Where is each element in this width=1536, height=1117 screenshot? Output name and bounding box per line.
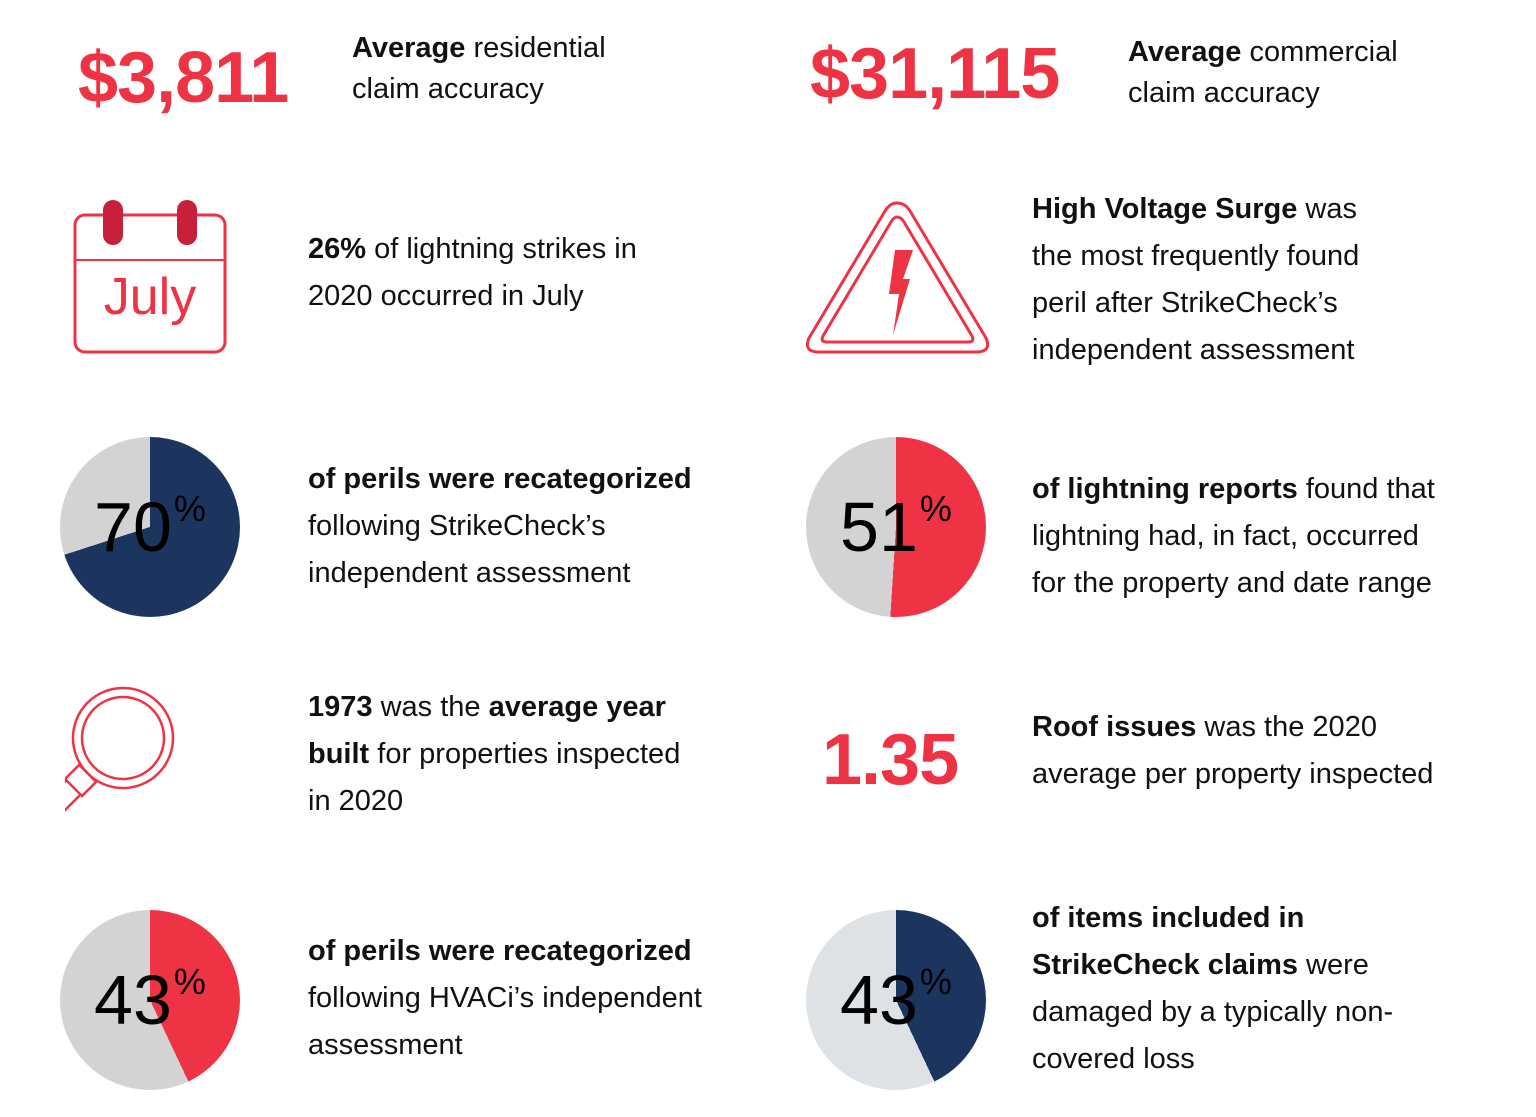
year-caption-bold2: average year [488,691,666,723]
roof-issues-caption: Roof issues was the 2020 average per pro… [1032,704,1433,798]
surge-caption-line2: the most frequently found [1032,240,1360,272]
pie-43-items-caption-bold2: StrikeCheck claims [1032,949,1298,981]
year-value: 1973 [308,691,373,723]
roof-issues-value: 1.35 [822,720,959,800]
pie-51-caption-line3: for the property and date range [1032,567,1432,599]
surge-caption-bold: High Voltage Surge [1032,193,1298,225]
percent-sign: % [919,961,952,1002]
commercial-caption-line2: claim accuracy [1128,77,1320,109]
surge-caption-line3: peril after StrikeCheck’s [1032,287,1338,319]
pie-chart-43-items: 43% [806,910,986,1090]
year-caption-mid: was the [372,691,489,723]
year-caption-line3: in 2020 [308,785,404,817]
pie-51-caption-line2: lightning had, in fact, occurred [1032,520,1419,552]
residential-caption-bold: Average [352,32,466,64]
pie-70-caption: of perils were recategorized following S… [308,456,692,597]
pie-70-caption-bold: of perils were recategorized [308,463,692,495]
roof-caption-bold: Roof issues [1032,711,1197,743]
pie-70-caption-line3: independent assessment [308,557,631,589]
calendar-icon: July [70,195,230,360]
magnifying-glass-icon [14,680,235,847]
residential-caption-rest: residential [465,32,606,64]
pie-51-label: 51% [806,437,986,617]
pie-51-caption-rest: found that [1297,473,1435,505]
pie-43-items-caption-line3: damaged by a typically non- [1032,996,1394,1028]
commercial-value: $31,115 [810,34,1060,114]
pie-43-hvaci-caption: of perils were recategorized following H… [308,928,702,1069]
residential-value: $3,811 [78,38,289,118]
year-built-caption: 1973 was the average year built for prop… [308,684,680,825]
residential-caption: Average residential claim accuracy [352,28,606,110]
pie-43-hvaci-caption-line3: assessment [308,1029,463,1061]
pie-43-items-label: 43% [806,910,986,1090]
pie-chart-51: 51% [806,437,986,617]
pie-51-caption: of lightning reports found that lightnin… [1032,466,1435,607]
july-caption: 26% of lightning strikes in 2020 occurre… [308,226,637,320]
july-caption-bold: 26% [308,233,367,265]
july-caption-line2: 2020 occurred in July [308,280,584,312]
surge-caption-line4: independent assessment [1032,334,1355,366]
pie-70-label: 70% [60,437,240,617]
year-caption-rest: for properties inspected [369,738,681,770]
high-voltage-warning-icon [800,195,995,360]
pie-43-hvaci-caption-line2: following HVACi’s independent [308,982,702,1014]
percent-sign: % [173,961,206,1002]
pie-43-items-caption-line4: covered loss [1032,1043,1195,1075]
commercial-caption-rest: commercial [1241,36,1398,68]
calendar-month-label: July [103,268,197,326]
roof-caption-rest: was the 2020 [1196,711,1377,743]
pie-43-hvaci-number: 43 [94,961,172,1039]
july-caption-rest: of lightning strikes in [366,233,637,265]
surge-caption: High Voltage Surge was the most frequent… [1032,186,1359,374]
pie-chart-43-hvaci: 43% [60,910,240,1090]
pie-70-caption-line2: following StrikeCheck’s [308,510,606,542]
residential-caption-line2: claim accuracy [352,73,544,105]
pie-43-hvaci-label: 43% [60,910,240,1090]
pie-70-number: 70 [94,488,172,566]
pie-43-items-caption: of items included in StrikeCheck claims … [1032,895,1393,1083]
pie-43-items-caption-bold1: of items included in [1032,902,1305,934]
percent-sign: % [919,488,952,529]
surge-caption-rest: was [1297,193,1357,225]
commercial-caption-bold: Average [1128,36,1242,68]
percent-sign: % [173,488,206,529]
year-caption-bold3: built [308,738,370,770]
pie-chart-70: 70% [60,437,240,617]
pie-43-items-caption-rest: were [1297,949,1369,981]
commercial-caption: Average commercial claim accuracy [1128,32,1398,114]
pie-43-items-number: 43 [840,961,918,1039]
pie-51-caption-bold: of lightning reports [1032,473,1298,505]
pie-43-hvaci-caption-bold: of perils were recategorized [308,935,692,967]
pie-51-number: 51 [840,488,918,566]
roof-caption-line2: average per property inspected [1032,758,1434,790]
